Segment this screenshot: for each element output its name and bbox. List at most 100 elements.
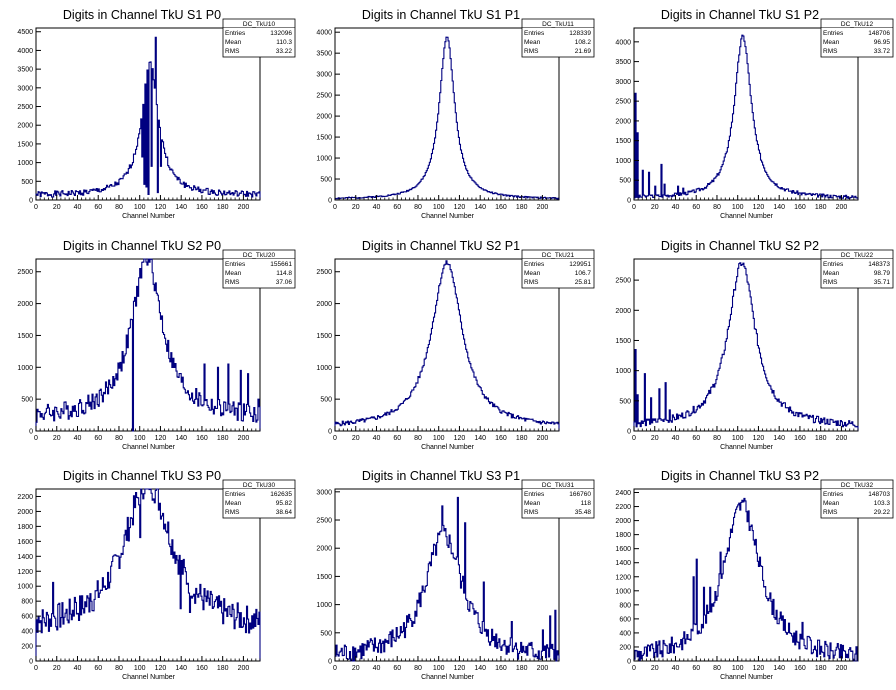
y-tick-label: 2500 (316, 269, 332, 276)
stats-name: DC_TkU30 (243, 482, 276, 489)
chart-title: Digits in Channel TkU S1 P1 (362, 8, 520, 22)
y-tick-label: 2000 (316, 301, 332, 308)
x-tick-label: 0 (333, 204, 337, 211)
x-tick-label: 180 (217, 435, 229, 442)
y-tick-label: 0 (328, 198, 332, 205)
histogram-line (35, 488, 261, 661)
chart-title: Digits in Channel TkU S1 P2 (661, 8, 819, 22)
x-tick-label: 80 (713, 435, 721, 442)
chart-title: Digits in Channel TkU S3 P0 (63, 469, 221, 483)
y-tick-label: 1000 (615, 158, 631, 165)
y-tick-label: 3000 (615, 79, 631, 86)
x-tick-label: 140 (773, 204, 785, 211)
stats-value-rms: 29.22 (874, 509, 891, 516)
x-tick-label: 160 (495, 665, 507, 672)
y-tick-label: 1000 (615, 368, 631, 375)
histogram-panel: Digits in Channel TkU S2 P0 0 20 40 60 80 100 1… (17, 239, 296, 451)
x-tick-label: 40 (672, 435, 680, 442)
y-tick-label: 600 (619, 616, 631, 623)
y-tick-label: 2200 (17, 494, 33, 501)
stats-box-frame (521, 479, 595, 519)
x-axis-label: Channel Number (122, 444, 176, 451)
y-tick-label: 1000 (316, 365, 332, 372)
x-tick-label: 200 (537, 665, 549, 672)
chart-title: Digits in Channel TkU S3 P2 (661, 469, 819, 483)
x-tick-label: 60 (94, 204, 102, 211)
stats-value-mean: 114.8 (276, 270, 292, 277)
y-tick-label: 2000 (615, 118, 631, 125)
stats-value-entries: 166760 (569, 491, 591, 498)
x-tick-label: 60 (692, 435, 700, 442)
y-tick-label: 1500 (615, 338, 631, 345)
stats-value-rms: 35.71 (874, 279, 891, 286)
x-tick-label: 40 (672, 204, 680, 211)
y-tick-label: 2000 (17, 301, 33, 308)
stats-box-frame (521, 18, 595, 58)
x-tick-label: 180 (217, 665, 229, 672)
histogram-line (35, 258, 261, 432)
y-tick-label: 0 (627, 659, 631, 666)
stats-box: DC_TkU20 Entries 155661 Mean 114.8 RMS 37.06 (222, 249, 296, 289)
y-tick-label: 3500 (615, 59, 631, 66)
y-tick-label: 1000 (316, 156, 332, 163)
x-tick-label: 120 (155, 204, 167, 211)
stats-label-rms: RMS (225, 279, 240, 286)
y-tick-label: 1500 (316, 135, 332, 142)
stats-value-rms: 37.06 (276, 279, 293, 286)
stats-label-entries: Entries (524, 491, 545, 498)
stats-box-frame (222, 18, 296, 58)
x-tick-label: 100 (433, 435, 445, 442)
stats-box: DC_TkU22 Entries 148373 Mean 98.79 RMS 35.71 (820, 249, 894, 289)
y-tick-label: 400 (21, 629, 33, 636)
x-tick-label: 20 (651, 665, 659, 672)
x-tick-label: 100 (732, 665, 744, 672)
x-tick-label: 60 (393, 204, 401, 211)
y-tick-label: 3000 (17, 85, 33, 92)
y-tick-label: 0 (29, 429, 33, 436)
stats-label-mean: Mean (225, 39, 242, 46)
x-tick-label: 160 (794, 435, 806, 442)
stats-name: DC_TkU31 (542, 482, 575, 489)
stats-label-rms: RMS (823, 279, 838, 286)
histogram-line (334, 36, 560, 200)
histogram-panel: Digits in Channel TkU S2 P1 0 20 40 60 80 100 1… (316, 239, 595, 451)
stats-name: DC_TkU11 (542, 21, 574, 28)
histogram-panel: Digits in Channel TkU S1 P1 0 20 40 60 80 100 1… (316, 8, 595, 220)
x-tick-label: 60 (94, 435, 102, 442)
y-tick-label: 500 (320, 630, 332, 637)
x-tick-label: 160 (794, 204, 806, 211)
stats-name: DC_TkU32 (841, 482, 874, 489)
stats-value-entries: 155661 (270, 261, 292, 268)
x-tick-label: 180 (516, 204, 528, 211)
x-axis-label: Channel Number (122, 674, 176, 681)
stats-box-frame (820, 18, 894, 58)
stats-value-mean: 103.3 (874, 500, 891, 507)
x-tick-label: 200 (238, 435, 250, 442)
y-tick-label: 0 (29, 659, 33, 666)
stats-name: DC_TkU22 (841, 252, 874, 259)
stats-label-mean: Mean (823, 500, 840, 507)
stats-value-rms: 35.48 (575, 509, 592, 516)
x-tick-label: 120 (753, 204, 765, 211)
histogram-line (633, 34, 859, 200)
stats-value-entries: 132096 (270, 30, 292, 37)
y-tick-label: 2000 (17, 509, 33, 516)
x-tick-label: 140 (175, 204, 187, 211)
stats-value-entries: 129951 (569, 261, 591, 268)
x-tick-label: 40 (373, 435, 381, 442)
y-tick-label: 1000 (17, 584, 33, 591)
stats-value-rms: 33.72 (874, 48, 891, 55)
x-tick-label: 60 (393, 435, 401, 442)
x-axis-label: Channel Number (122, 213, 176, 220)
x-tick-label: 80 (115, 204, 123, 211)
x-axis-label: Channel Number (421, 213, 475, 220)
x-tick-label: 100 (134, 204, 146, 211)
y-tick-label: 3000 (316, 72, 332, 79)
histogram-line (334, 260, 560, 431)
x-tick-label: 140 (175, 435, 187, 442)
x-tick-label: 100 (134, 435, 146, 442)
x-axis-label: Channel Number (720, 674, 774, 681)
x-tick-label: 0 (333, 435, 337, 442)
x-tick-label: 40 (373, 665, 381, 672)
y-tick-label: 500 (320, 177, 332, 184)
